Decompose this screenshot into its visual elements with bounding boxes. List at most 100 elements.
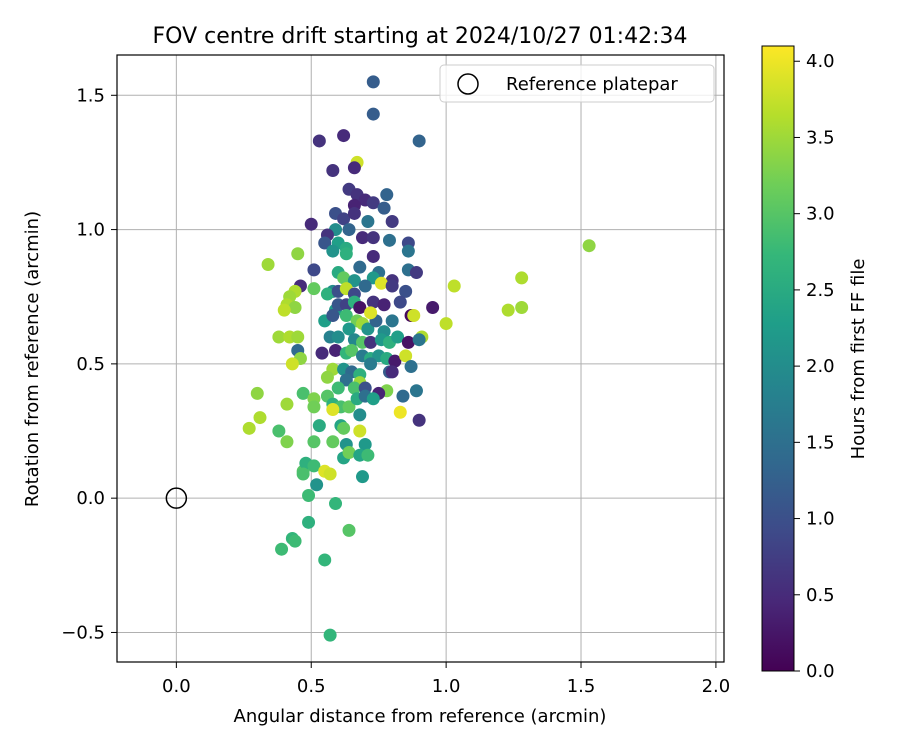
data-point bbox=[353, 424, 367, 438]
data-point bbox=[272, 424, 286, 438]
data-point bbox=[404, 360, 418, 374]
data-point bbox=[280, 397, 294, 411]
data-point bbox=[364, 357, 378, 371]
data-point bbox=[385, 215, 399, 229]
data-point bbox=[291, 330, 305, 344]
data-point bbox=[331, 330, 345, 344]
data-point bbox=[388, 354, 402, 368]
data-point bbox=[439, 317, 453, 331]
x-axis-label: Angular distance from reference (arcmin) bbox=[234, 706, 607, 727]
colorbar-tick-label: 1.0 bbox=[806, 509, 835, 530]
data-point bbox=[329, 497, 343, 511]
legend-entry: Reference platepar bbox=[506, 74, 678, 95]
data-point bbox=[302, 515, 316, 529]
data-point bbox=[345, 343, 359, 357]
data-point bbox=[277, 303, 291, 317]
data-point bbox=[272, 330, 286, 344]
data-point bbox=[326, 403, 340, 417]
data-point bbox=[361, 448, 375, 462]
legend: Reference platepar bbox=[439, 64, 715, 103]
colorbar-tick-label: 0.0 bbox=[806, 661, 835, 682]
data-point bbox=[318, 553, 332, 567]
data-point bbox=[261, 257, 275, 271]
x-tick-label: 1.0 bbox=[432, 676, 461, 697]
data-point bbox=[358, 279, 372, 293]
data-point bbox=[385, 314, 399, 328]
data-point bbox=[409, 266, 423, 280]
y-axis-label: Rotation from reference (arcmin) bbox=[22, 211, 43, 507]
data-points bbox=[242, 75, 596, 642]
data-point bbox=[296, 386, 310, 400]
data-point bbox=[380, 188, 394, 202]
data-point bbox=[515, 271, 529, 285]
data-point bbox=[374, 276, 388, 290]
data-point bbox=[353, 408, 367, 422]
chart-title: FOV centre drift starting at 2024/10/27 … bbox=[153, 24, 688, 49]
data-point bbox=[385, 365, 399, 379]
colorbar-gradient bbox=[761, 45, 795, 672]
reference-platepar-marker bbox=[165, 487, 188, 509]
data-point bbox=[347, 274, 361, 288]
y-tick-label: 1.5 bbox=[76, 85, 105, 106]
colorbar-label: Hours from first FF file bbox=[848, 259, 869, 460]
data-point bbox=[412, 333, 426, 347]
data-point bbox=[347, 161, 361, 175]
data-point bbox=[307, 459, 321, 473]
data-point bbox=[447, 279, 461, 293]
data-point bbox=[310, 478, 324, 492]
data-point bbox=[353, 300, 367, 314]
data-point bbox=[342, 446, 356, 460]
data-point bbox=[275, 542, 289, 556]
data-point bbox=[307, 400, 321, 414]
data-point bbox=[242, 421, 256, 435]
data-point bbox=[409, 384, 423, 398]
data-point bbox=[339, 247, 353, 261]
data-point bbox=[391, 330, 405, 344]
data-point bbox=[358, 437, 372, 451]
y-tick-label: 1.0 bbox=[76, 220, 105, 241]
legend-box bbox=[439, 64, 715, 103]
data-point bbox=[337, 129, 351, 143]
data-point bbox=[331, 381, 345, 395]
x-tick-label: 1.5 bbox=[567, 676, 596, 697]
data-point bbox=[401, 244, 415, 258]
data-point bbox=[366, 249, 380, 263]
data-point bbox=[312, 419, 326, 433]
data-point bbox=[366, 196, 380, 210]
colorbar-tick-label: 4.0 bbox=[806, 51, 835, 72]
data-point bbox=[280, 435, 294, 449]
data-point bbox=[361, 322, 375, 336]
data-point bbox=[337, 212, 351, 226]
data-point bbox=[385, 279, 399, 293]
data-point bbox=[412, 413, 426, 427]
data-point bbox=[401, 335, 415, 349]
y-tick-label: −0.5 bbox=[61, 622, 105, 643]
data-point bbox=[407, 309, 421, 323]
data-point bbox=[377, 201, 391, 215]
data-point bbox=[253, 411, 267, 425]
colorbar: 0.0 0.5 1.0 1.5 2.0 2.5 3.0 3.5 4.0 Hours from f… bbox=[761, 45, 869, 682]
data-point bbox=[285, 357, 299, 371]
data-point bbox=[347, 206, 361, 220]
data-point bbox=[304, 217, 318, 231]
data-point bbox=[353, 260, 367, 274]
data-point bbox=[326, 435, 340, 449]
legend-reference-marker bbox=[457, 73, 479, 95]
data-point bbox=[291, 247, 305, 261]
data-point bbox=[342, 523, 356, 537]
data-point bbox=[515, 300, 529, 314]
plot-frame bbox=[116, 54, 725, 663]
data-point bbox=[364, 335, 378, 349]
colorbar-ticks: 0.0 0.5 1.0 1.5 2.0 2.5 3.0 3.5 4.0 bbox=[794, 51, 835, 682]
y-tick-label: 0.0 bbox=[76, 488, 105, 509]
plot-area bbox=[116, 54, 725, 663]
colorbar-tick-label: 2.5 bbox=[806, 280, 835, 301]
data-point bbox=[366, 295, 380, 309]
colorbar-tick-label: 2.0 bbox=[806, 356, 835, 377]
x-tick-label: 0.0 bbox=[162, 676, 191, 697]
data-point bbox=[582, 239, 596, 253]
data-point bbox=[307, 282, 321, 296]
data-point bbox=[342, 322, 356, 336]
x-tick-label: 2.0 bbox=[702, 676, 731, 697]
